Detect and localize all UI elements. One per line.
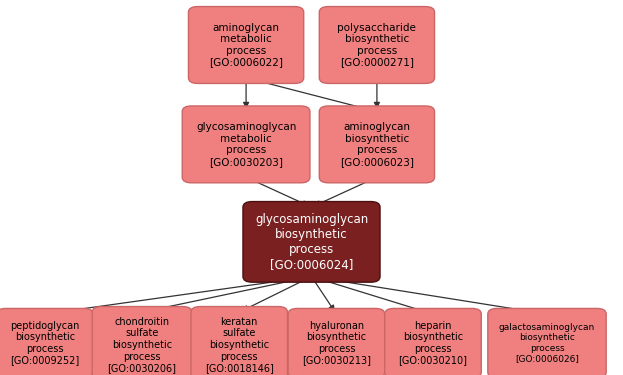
FancyBboxPatch shape [182, 106, 310, 183]
FancyBboxPatch shape [384, 308, 481, 375]
FancyBboxPatch shape [288, 308, 385, 375]
FancyBboxPatch shape [0, 308, 93, 375]
Text: aminoglycan
metabolic
process
[GO:0006022]: aminoglycan metabolic process [GO:000602… [209, 22, 283, 68]
Text: galactosaminoglycan
biosynthetic
process
[GO:0006026]: galactosaminoglycan biosynthetic process… [499, 323, 595, 363]
FancyBboxPatch shape [92, 307, 192, 375]
Text: polysaccharide
biosynthetic
process
[GO:0000271]: polysaccharide biosynthetic process [GO:… [338, 22, 416, 68]
Text: aminoglycan
biosynthetic
process
[GO:0006023]: aminoglycan biosynthetic process [GO:000… [340, 122, 414, 167]
Text: glycosaminoglycan
biosynthetic
process
[GO:0006024]: glycosaminoglycan biosynthetic process [… [255, 213, 368, 271]
Text: chondroitin
sulfate
biosynthetic
process
[GO:0030206]: chondroitin sulfate biosynthetic process… [108, 317, 176, 373]
Text: heparin
biosynthetic
process
[GO:0030210]: heparin biosynthetic process [GO:0030210… [399, 321, 467, 366]
Text: hyaluronan
biosynthetic
process
[GO:0030213]: hyaluronan biosynthetic process [GO:0030… [302, 321, 371, 366]
FancyBboxPatch shape [319, 106, 435, 183]
FancyBboxPatch shape [243, 202, 380, 282]
FancyBboxPatch shape [319, 7, 435, 84]
FancyBboxPatch shape [488, 308, 606, 375]
Text: keratan
sulfate
biosynthetic
process
[GO:0018146]: keratan sulfate biosynthetic process [GO… [205, 317, 273, 373]
Text: peptidoglycan
biosynthetic
process
[GO:0009252]: peptidoglycan biosynthetic process [GO:0… [10, 321, 80, 366]
Text: glycosaminoglycan
metabolic
process
[GO:0030203]: glycosaminoglycan metabolic process [GO:… [196, 122, 297, 167]
FancyBboxPatch shape [191, 307, 287, 375]
FancyBboxPatch shape [188, 7, 303, 84]
